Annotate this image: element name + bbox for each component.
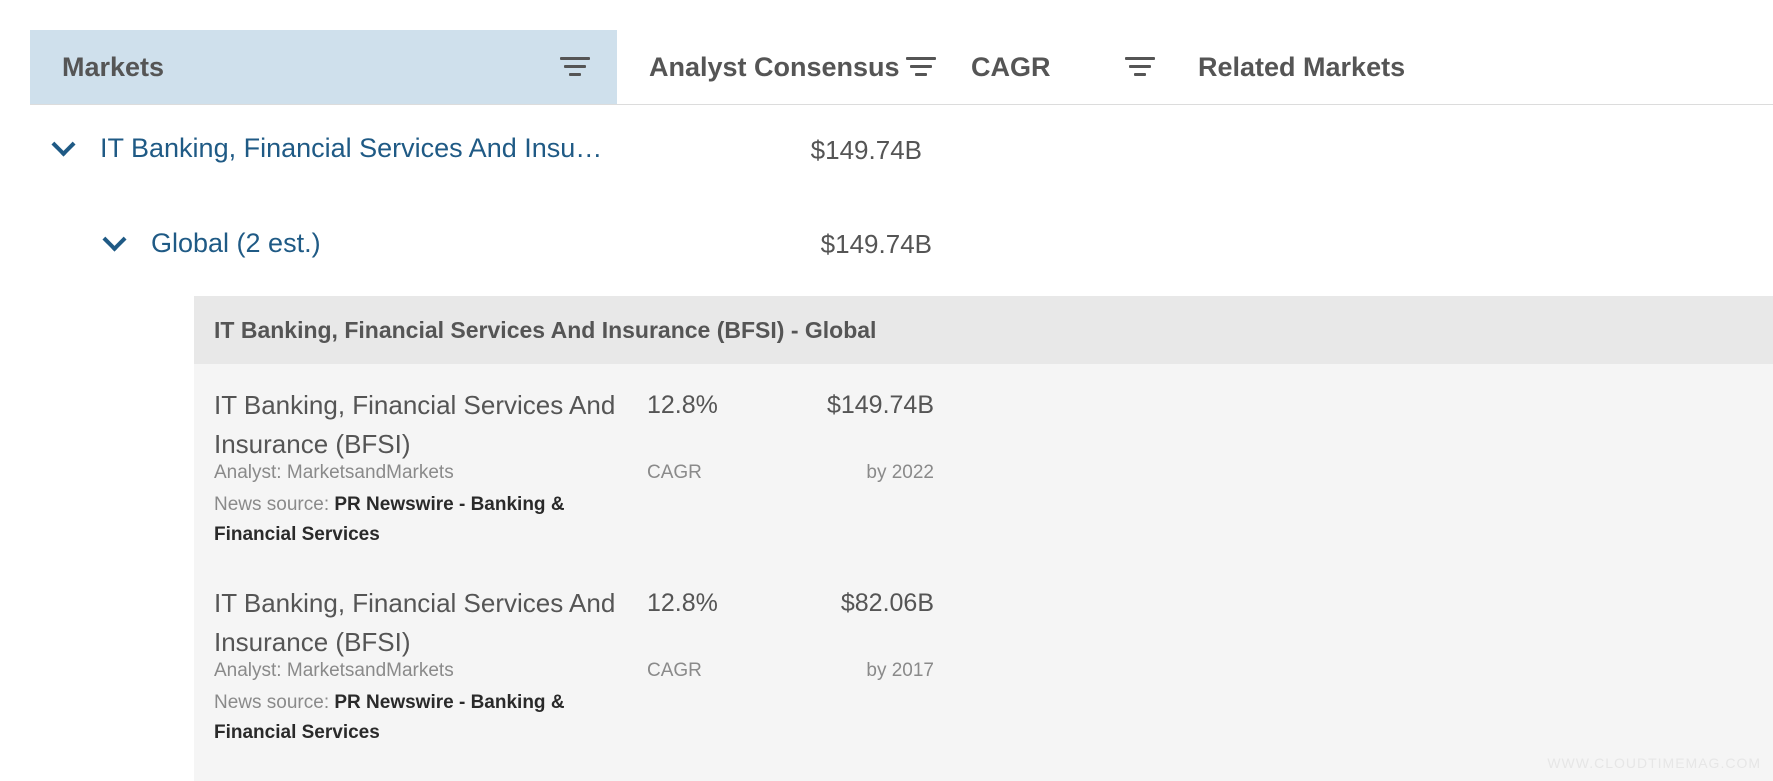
estimate-analyst: Analyst: MarketsandMarkets: [214, 462, 454, 483]
header-related-markets[interactable]: Related Markets: [1198, 30, 1405, 104]
estimate-name: IT Banking, Financial Services And Insur…: [214, 390, 616, 459]
estimate-amount: $82.06B: [840, 589, 934, 617]
header-markets-label: Markets: [62, 51, 165, 82]
header-consensus-label: Analyst Consensus: [649, 51, 900, 82]
filter-icon[interactable]: [560, 57, 590, 79]
estimate-analyst: Analyst: MarketsandMarkets: [214, 660, 454, 681]
estimate-news-source: News source: PR Newswire - Banking & Fin…: [214, 490, 614, 550]
news-source-link[interactable]: PR Newswire - Banking & Financial Servic…: [214, 692, 565, 743]
estimate-cagr: 12.8%: [647, 391, 718, 419]
tree-row-market[interactable]: IT Banking, Financial Services And Insu…: [50, 133, 602, 164]
estimate-amount: $149.74B: [826, 391, 934, 419]
table-header: Markets Analyst Consensus CAGR Related M…: [30, 30, 1773, 105]
estimate-cagr: 12.8%: [647, 589, 718, 617]
estimate-cagr-label: CAGR: [647, 660, 702, 681]
chevron-down-icon[interactable]: [50, 136, 76, 162]
header-analyst-consensus[interactable]: Analyst Consensus: [649, 30, 900, 104]
estimates-panel: IT Banking, Financial Services And Insur…: [194, 296, 1773, 781]
news-prefix: News source:: [214, 494, 335, 515]
filter-icon[interactable]: [1125, 57, 1155, 79]
news-prefix: News source:: [214, 692, 335, 713]
header-cagr[interactable]: CAGR: [971, 30, 1051, 104]
estimate-year: by 2022: [866, 462, 934, 483]
region-consensus-value: $149.74B: [820, 229, 932, 259]
watermark: WWW.CLOUDTIMEMAG.COM: [1547, 755, 1761, 771]
header-related-label: Related Markets: [1198, 51, 1406, 82]
tree-row-region[interactable]: Global (2 est.): [101, 228, 321, 259]
header-markets[interactable]: Markets: [30, 30, 617, 104]
filter-icon[interactable]: [906, 57, 936, 79]
estimate-news-source: News source: PR Newswire - Banking & Fin…: [214, 688, 614, 748]
market-name[interactable]: IT Banking, Financial Services And Insu…: [100, 133, 603, 163]
panel-title: IT Banking, Financial Services And Insur…: [194, 296, 1773, 364]
region-name[interactable]: Global (2 est.): [151, 228, 321, 258]
news-source-link[interactable]: PR Newswire - Banking & Financial Servic…: [214, 494, 565, 545]
estimate-year: by 2017: [866, 660, 934, 681]
estimate-name: IT Banking, Financial Services And Insur…: [214, 588, 616, 657]
estimate-cagr-label: CAGR: [647, 462, 702, 483]
header-cagr-label: CAGR: [971, 51, 1051, 82]
market-consensus-value: $149.74B: [810, 135, 922, 165]
chevron-down-icon[interactable]: [101, 231, 127, 257]
